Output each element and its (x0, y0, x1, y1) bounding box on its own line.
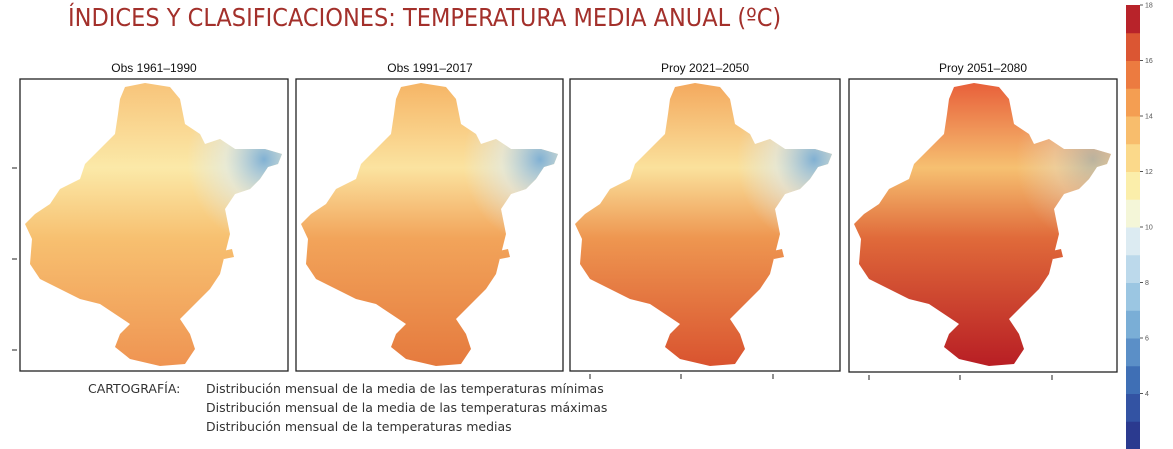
caption: Distribución mensual de la media de las … (206, 381, 607, 434)
colorbar-band (1126, 227, 1140, 256)
title: ÍNDICES Y CLASIFICACIONES: TEMPERATURA M… (68, 3, 781, 32)
colorbar-band (1126, 393, 1140, 422)
colorbar-band (1126, 88, 1140, 117)
colorbar-band (1126, 5, 1140, 34)
colorbar-band (1126, 171, 1140, 200)
colorbar-band (1126, 338, 1140, 367)
caption-line: Distribución mensual de la media de las … (206, 400, 607, 415)
colorbar: 4 6 8 10 12 14 16 18 (1126, 3, 1153, 449)
panel: Obs 1961–1990 (12, 61, 289, 372)
colorbar-band (1126, 310, 1140, 339)
colorbar-tick-label: 4 (1145, 391, 1149, 398)
colorbar-band (1126, 282, 1140, 311)
colorbar-band (1126, 116, 1140, 145)
colorbar-tick-label: 18 (1145, 3, 1153, 10)
caption-line: Distribución mensual de la temperaturas … (206, 419, 512, 434)
caption-label: CARTOGRAFÍA: (88, 381, 180, 396)
colorbar-tick-label: 8 (1145, 280, 1149, 287)
panel-title: Proy 2051–2080 (939, 61, 1027, 75)
panel-title: Proy 2021–2050 (661, 61, 749, 75)
caption-line: Distribución mensual de la media de las … (206, 381, 604, 396)
panel-title: Obs 1991–2017 (387, 61, 473, 75)
colorbar-band (1126, 143, 1140, 172)
colorbar-band (1126, 60, 1140, 89)
colorbar-band (1126, 254, 1140, 283)
colorbar-tick-label: 12 (1145, 169, 1153, 176)
colorbar-tick-label: 16 (1145, 58, 1153, 65)
colorbar-band (1126, 32, 1140, 61)
colorbar-tick-label: 14 (1145, 114, 1153, 121)
panel: Obs 1991–2017 (295, 61, 564, 372)
panel: Proy 2051–2080 (848, 61, 1118, 380)
colorbar-band (1126, 421, 1140, 449)
panel: Proy 2021–2050 (569, 61, 841, 379)
colorbar-band (1126, 199, 1140, 228)
colorbar-band (1126, 365, 1140, 394)
panel-title: Obs 1961–1990 (111, 61, 197, 75)
colorbar-tick-label: 6 (1145, 336, 1149, 343)
colorbar-tick-label: 10 (1145, 225, 1153, 232)
